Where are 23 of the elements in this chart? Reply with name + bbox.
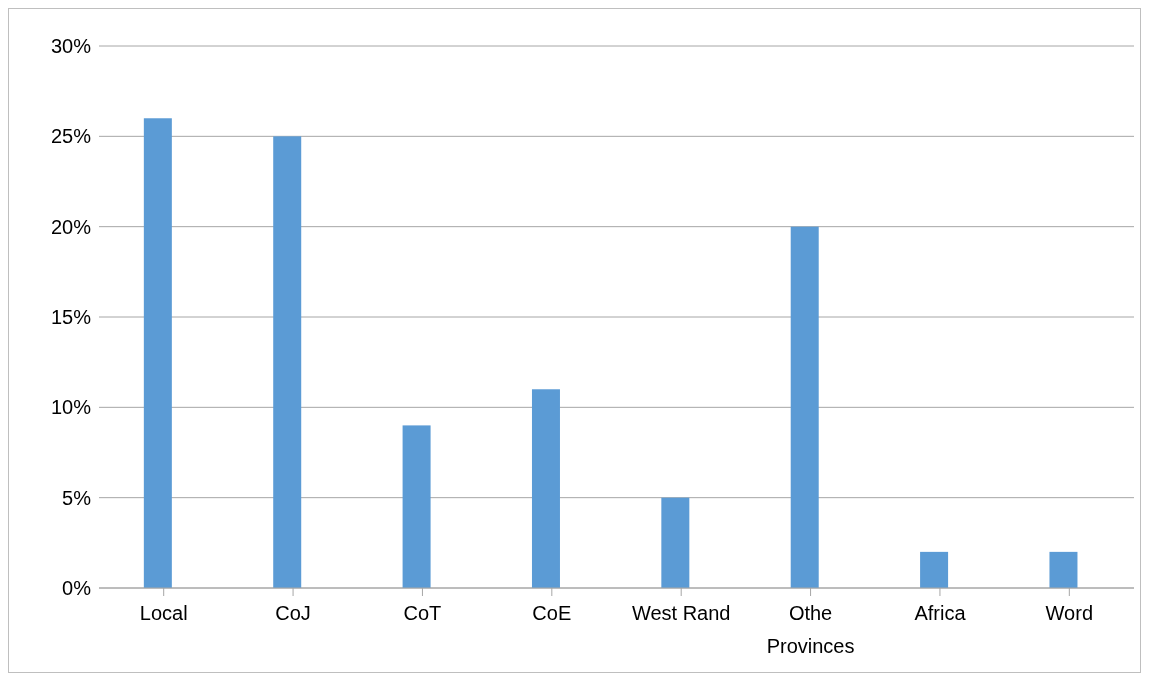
x-tick-label: Africa bbox=[914, 602, 967, 624]
bar bbox=[1049, 551, 1078, 588]
y-tick-label: 15% bbox=[50, 306, 92, 329]
x-tick-label: Othe Provinces bbox=[766, 602, 855, 657]
y-tick-label: 5% bbox=[62, 486, 92, 509]
y-tick-label: 10% bbox=[50, 396, 92, 419]
y-tick-label: 25% bbox=[50, 125, 92, 148]
bar bbox=[531, 389, 560, 588]
x-tick-label: CoJ bbox=[275, 602, 311, 624]
x-tick-label: Word bbox=[1045, 602, 1094, 624]
bar bbox=[920, 551, 949, 588]
y-tick-label: 30% bbox=[50, 35, 92, 58]
y-tick-label: 20% bbox=[50, 215, 92, 238]
x-tick-label: CoT bbox=[403, 602, 442, 624]
bar bbox=[661, 497, 690, 588]
bar bbox=[790, 226, 819, 588]
x-tick-label: West Rand bbox=[631, 602, 731, 624]
bar bbox=[273, 136, 302, 588]
x-tick-label: CoE bbox=[532, 602, 572, 624]
y-tick-label: 0% bbox=[62, 577, 92, 600]
x-tick-label: Local bbox=[139, 602, 188, 624]
bar bbox=[143, 118, 172, 588]
bar bbox=[402, 425, 431, 588]
